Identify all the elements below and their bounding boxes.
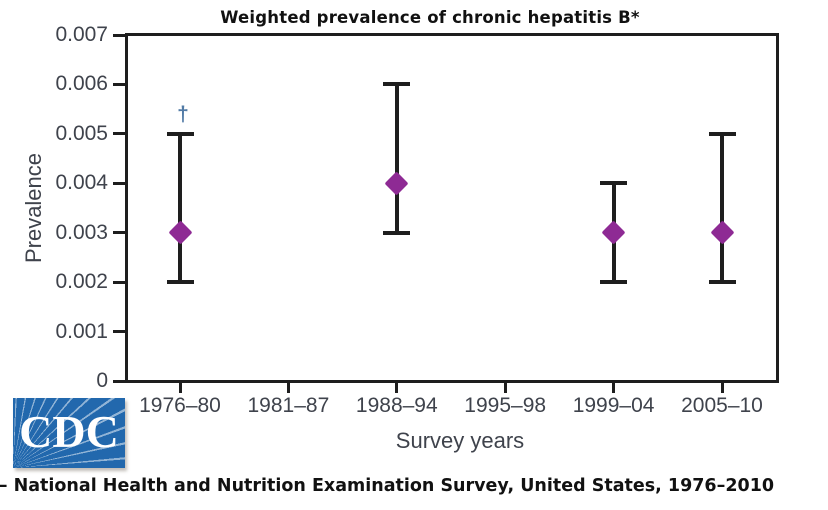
y-tick-label: 0.006 <box>55 72 108 96</box>
y-tick-label: 0.001 <box>55 319 108 343</box>
error-bar-cap-top <box>600 181 628 186</box>
x-tick-label: 1988–94 <box>355 394 438 417</box>
error-bar-cap-bottom <box>600 280 628 285</box>
y-tick-mark <box>113 33 127 37</box>
error-bar-cap-top <box>708 131 736 136</box>
y-tick-label: 0.007 <box>55 23 108 46</box>
x-tick-mark <box>503 381 507 393</box>
x-tick-label: 1995–98 <box>464 394 547 417</box>
source-caption: — National Health and Nutrition Examinat… <box>0 476 828 496</box>
y-axis-title: Prevalence <box>21 152 46 264</box>
caption-dash: — <box>0 476 8 496</box>
x-tick-label: 1999–04 <box>572 394 655 417</box>
y-tick-mark <box>113 280 127 284</box>
y-tick-mark <box>113 132 127 136</box>
plot-area <box>125 33 779 383</box>
x-tick-mark <box>720 381 724 393</box>
x-tick-label: 1981–87 <box>247 394 330 417</box>
y-tick-mark <box>113 181 127 185</box>
error-bar-cap-top <box>383 82 411 87</box>
y-tick-label: 0.002 <box>55 270 108 294</box>
x-tick-mark <box>612 381 616 393</box>
x-tick-mark <box>395 381 399 393</box>
error-bar-cap-bottom <box>383 230 411 235</box>
y-tick-mark <box>113 330 127 334</box>
x-tick-mark <box>286 381 290 393</box>
y-tick-mark <box>113 379 127 383</box>
x-tick-label: 2005–10 <box>681 394 763 417</box>
x-axis-title: Survey years <box>395 428 525 453</box>
x-tick-mark <box>178 381 182 393</box>
y-tick-label: 0.005 <box>55 121 108 145</box>
caption-text: National Health and Nutrition Examinatio… <box>7 476 775 496</box>
x-tick-label: 1976–80 <box>139 394 221 417</box>
chart-title: Weighted prevalence of chronic hepatitis… <box>220 8 640 27</box>
error-bar-whisker <box>178 133 182 283</box>
error-bar-cap-bottom <box>708 280 736 285</box>
y-tick-mark <box>113 231 127 235</box>
error-bar-whisker <box>394 84 399 233</box>
dagger-annotation: † <box>177 102 189 126</box>
y-tick-label: 0.003 <box>55 220 108 244</box>
error-bar-cap-bottom <box>166 280 194 285</box>
y-tick-label: 0.004 <box>55 171 108 195</box>
cdc-logo: CDC <box>13 398 125 468</box>
error-bar-whisker <box>720 133 724 283</box>
error-bar-cap-top <box>166 131 194 136</box>
y-tick-mark <box>113 82 127 86</box>
y-tick-label: 0 <box>96 369 108 392</box>
cdc-logo-text: CDC <box>19 406 119 457</box>
